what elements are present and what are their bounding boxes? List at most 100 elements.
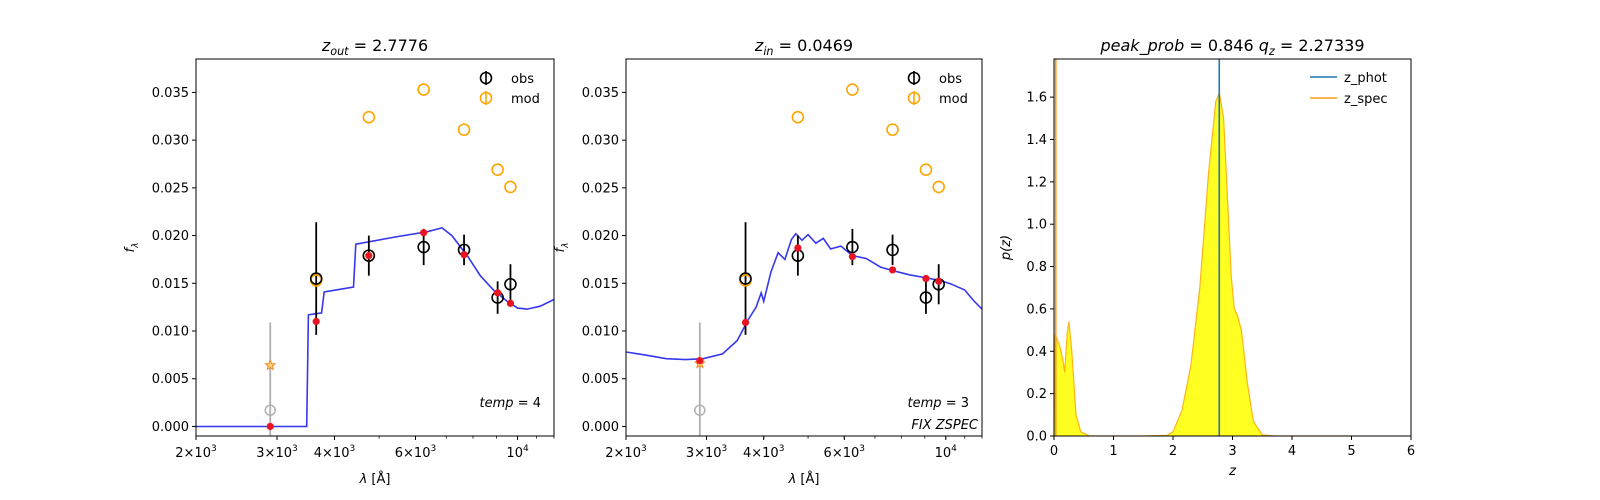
y-tick-label: 0.2 [1026, 387, 1047, 402]
legend-label: obs [511, 72, 534, 87]
y-tick-label: 0.4 [1026, 345, 1047, 360]
x-tick-label: 0 [1050, 444, 1058, 459]
obs-point [362, 249, 376, 262]
y-tick-label: 0.035 [582, 86, 619, 101]
model-point [362, 110, 376, 124]
model-red-point [741, 318, 750, 327]
model-point [919, 163, 933, 177]
axes-frame [195, 58, 555, 437]
model-red-point [935, 277, 943, 285]
plot-title: peak_prob = 0.846 qz = 2.27339 [1100, 36, 1365, 58]
y-tick-label: 1.2 [1026, 175, 1047, 190]
x-tick-label: 6×103 [395, 444, 436, 461]
model-red-point [696, 357, 704, 365]
y-axis-label: p(z) [999, 235, 1014, 261]
x-tick-label: 3×103 [256, 444, 297, 461]
x-axis-label: λ [Å] [788, 471, 820, 487]
y-tick-label: 1.4 [1026, 133, 1047, 148]
y-tick-label: 0.025 [152, 181, 189, 196]
x-tick-label: 6 [1407, 444, 1415, 459]
y-tick-label: 0.000 [582, 420, 619, 435]
y-tick-label: 1.0 [1026, 218, 1047, 233]
legend-label: mod [511, 92, 540, 107]
pz-curve [1054, 90, 1352, 436]
y-tick-label: 0.035 [152, 86, 189, 101]
x-tick-label: 5 [1347, 444, 1355, 459]
x-tick-label: 104 [506, 444, 529, 461]
legend-label: mod [939, 92, 968, 107]
template-curve [196, 227, 554, 428]
y-tick-label: 1.6 [1026, 91, 1047, 106]
y-tick-label: 0.010 [152, 325, 189, 340]
x-tick-label: 104 [935, 444, 958, 461]
y-tick-label: 0.025 [582, 181, 619, 196]
model-red-point [312, 317, 320, 326]
x-tick-label: 4×103 [314, 444, 355, 461]
faded-obs-point [694, 404, 706, 416]
model-red-point [848, 252, 856, 261]
y-tick-label: 0.0 [1026, 430, 1047, 445]
legend-marker [907, 71, 921, 85]
model-red-point [888, 266, 897, 274]
obs-point [417, 240, 430, 254]
model-red-point [794, 244, 802, 252]
obs-point [886, 243, 899, 257]
model-red-point [506, 299, 515, 307]
model-red-point [460, 251, 468, 259]
legend-marker [479, 71, 493, 85]
y-tick-label: 0.000 [152, 420, 189, 435]
x-tick-label: 3 [1228, 444, 1236, 459]
x-tick-label: 2×103 [175, 444, 216, 461]
y-tick-label: 0.6 [1026, 302, 1047, 317]
model-red-point [365, 252, 373, 260]
model-point [846, 83, 859, 96]
legend-label: z_spec [1344, 92, 1388, 107]
x-tick-label: 4×103 [743, 444, 784, 461]
template-curve [626, 232, 982, 361]
y-tick-label: 0.030 [582, 134, 619, 149]
x-axis-label: λ [Å] [359, 471, 391, 487]
plot-title: zout = 2.7776 [321, 36, 428, 58]
axes-frame [625, 58, 983, 437]
sed-plot-zin: 0.000 0.005 0.010 0.015 0.020 0.025 0.030 0.035… [553, 36, 983, 487]
x-tick-label: 4 [1288, 444, 1296, 459]
obs-point [739, 272, 752, 285]
obs-point [309, 272, 323, 285]
legend-marker [479, 91, 493, 105]
obs-point [919, 291, 933, 304]
y-tick-label: 0.030 [152, 134, 189, 149]
legend-label: obs [939, 72, 962, 87]
model-point [457, 123, 471, 136]
y-tick-label: 0.010 [582, 325, 619, 340]
x-tick-label: 1 [1109, 444, 1117, 459]
y-tick-label: 0.005 [152, 372, 189, 387]
obs-point [846, 240, 859, 254]
legend-marker [907, 91, 921, 105]
faded-obs-point [264, 404, 276, 416]
model-point [491, 163, 504, 177]
model-point [932, 180, 945, 194]
plot-area [626, 83, 982, 436]
model-red-point [494, 289, 502, 297]
obs-point [504, 277, 517, 291]
y-tick-label: 0.8 [1026, 260, 1047, 275]
model-point [417, 83, 430, 96]
plot-area [1054, 59, 1352, 436]
sed-plot-zout: 0.000 0.005 0.010 0.015 0.020 0.025 0.030 0.035… [123, 36, 555, 487]
x-tick-label: 2 [1169, 444, 1177, 459]
model-point [886, 123, 899, 136]
model-point [791, 110, 805, 124]
x-tick-label: 2×103 [605, 444, 646, 461]
x-axis-label: z [1228, 464, 1237, 479]
x-tick-label: 6×103 [824, 444, 865, 461]
model-star-point [264, 359, 277, 371]
pz-area-fill [1054, 92, 1352, 436]
y-tick-label: 0.020 [152, 229, 189, 244]
y-tick-label: 0.015 [152, 277, 189, 292]
fix-zspec-annotation: FIX ZSPEC [911, 418, 979, 433]
x-tick-label: 3×103 [686, 444, 727, 461]
y-tick-label: 0.015 [582, 277, 619, 292]
y-tick-label: 0.020 [582, 229, 619, 244]
template-annotation: temp = 4 [480, 396, 541, 411]
